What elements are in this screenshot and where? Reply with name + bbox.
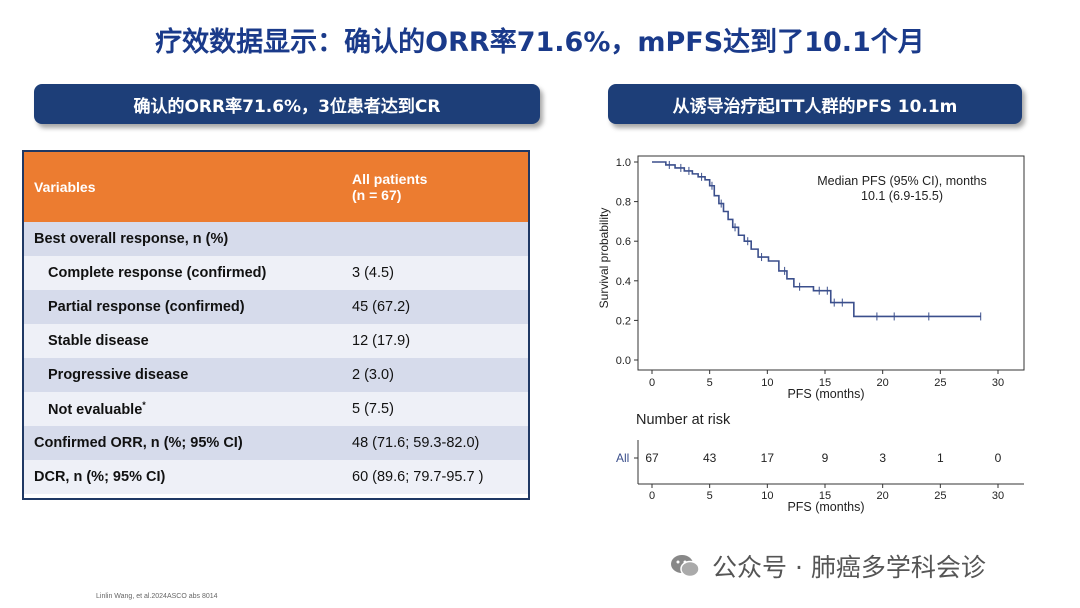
page-title: 疗效数据显示：确认的ORR率71.6%，mPFS达到了10.1个月 [155,27,925,58]
x-tick-label: 25 [934,377,946,389]
table-row: DCR, n (%; 95% CI) 60 (89.6; 79.7-95.7 ) [24,460,528,494]
header-variables: Variables [24,152,344,222]
y-tick-label: 1.0 [616,157,631,169]
row-value [344,222,528,256]
risk-x-tick-label: 5 [707,490,713,502]
row-label: Best overall response, n (%) [24,222,344,256]
survival-curve [652,161,981,318]
table-row: Partial response (confirmed) 45 (67.2) [24,290,528,324]
y-tick-label: 0.8 [616,197,631,209]
y-tick-label: 0.0 [616,355,631,367]
y-tick-label: 0.2 [616,315,631,327]
row-label: Confirmed ORR, n (%; 95% CI) [24,426,344,460]
y-tick-label: 0.4 [616,276,631,288]
risk-count: 17 [761,451,775,465]
km-chart: 0.00.20.40.60.81.00 5 10 15 20 25 30 Survival … [597,155,1025,514]
row-label: DCR, n (%; 95% CI) [24,460,344,494]
citation-footnote: Linlin Wang, et al.2024ASCO abs 8014 [96,593,218,600]
x-tick-label: 30 [992,377,1004,389]
row-value: 45 (67.2) [344,290,528,324]
row-value: 60 (89.6; 79.7-95.7 ) [344,460,528,494]
km-curve [652,160,982,321]
table-row: Stable disease 12 (17.9) [24,324,528,358]
x-tick-label: 15 [819,377,831,389]
risk-x-tick-label: 15 [819,490,831,502]
row-value: 48 (71.6; 59.3-82.0) [344,426,528,460]
risk-count: 9 [822,451,829,465]
risk-count: 3 [879,451,886,465]
table-row: Not evaluable* 5 (7.5) [24,392,528,426]
median-value: 10.1 (6.9-15.5) [861,189,943,203]
risk-x-axis-label: PFS (months) [787,500,864,514]
risk-count: 67 [645,451,659,465]
y-tick-label: 0.6 [616,236,631,248]
risk-x-tick-label: 0 [649,490,655,502]
row-label: Progressive disease [24,358,344,392]
pfs-banner: 从诱导治疗起ITT人群的PFS 10.1m [608,84,1022,124]
risk-table-title: Number at risk [636,412,731,428]
header-all-patients-line2: (n = 67) [352,187,402,203]
wechat-watermark: 公众号 · 肺癌多学科会诊 [668,548,986,584]
table-row: Confirmed ORR, n (%; 95% CI) 48 (71.6; 5… [24,426,528,460]
row-label-not-evaluable: Not evaluable* [24,392,344,426]
row-label: Stable disease [24,324,344,358]
row-label: Partial response (confirmed) [24,290,344,324]
response-table: Variables All patients (n = 67) Best ove… [22,150,530,500]
y-axis-label: Survival probability [597,208,611,309]
x-tick-label: 20 [877,377,889,389]
row-value: 2 (3.0) [344,358,528,392]
row-value: 12 (17.9) [344,324,528,358]
table-row: Best overall response, n (%) [24,222,528,256]
median-label: Median PFS (95% CI), months [817,174,987,188]
x-axis-label: PFS (months) [787,387,864,401]
km-ticks: 0.0 0.2 0.4 0.6 0.8 1.0 0 5 10 15 20 25 30 [616,157,1004,389]
risk-group-label: All [616,451,629,465]
footnote-marker: * [142,400,146,411]
row-value: 5 (7.5) [344,392,528,426]
wechat-icon [671,555,700,578]
risk-table: 67 43 17 9 3 1 00 5 10 15 20 25 30 [634,440,1024,502]
orr-banner: 确认的ORR率71.6%，3位患者达到CR [34,84,540,124]
row-value: 3 (4.5) [344,256,528,290]
risk-count: 43 [703,451,717,465]
table-row: Complete response (confirmed) 3 (4.5) [24,256,528,290]
x-tick-label: 5 [707,377,713,389]
header-all-patients: All patients (n = 67) [344,152,528,222]
header-all-patients-line1: All patients [352,171,428,187]
plot-frame [637,155,1025,371]
risk-count: 1 [937,451,944,465]
km-axes [637,155,1025,371]
x-tick-label: 10 [761,377,773,389]
row-label: Not evaluable [48,401,143,418]
risk-x-tick-label: 25 [934,490,946,502]
risk-count: 0 [995,451,1002,465]
watermark-text: 公众号 · 肺癌多学科会诊 [712,553,986,582]
risk-x-tick-label: 20 [877,490,889,502]
risk-x-tick-label: 30 [992,490,1004,502]
x-tick-label: 0 [649,377,655,389]
risk-x-tick-label: 10 [761,490,773,502]
table-row: Progressive disease 2 (3.0) [24,358,528,392]
row-label: Complete response (confirmed) [24,256,344,290]
